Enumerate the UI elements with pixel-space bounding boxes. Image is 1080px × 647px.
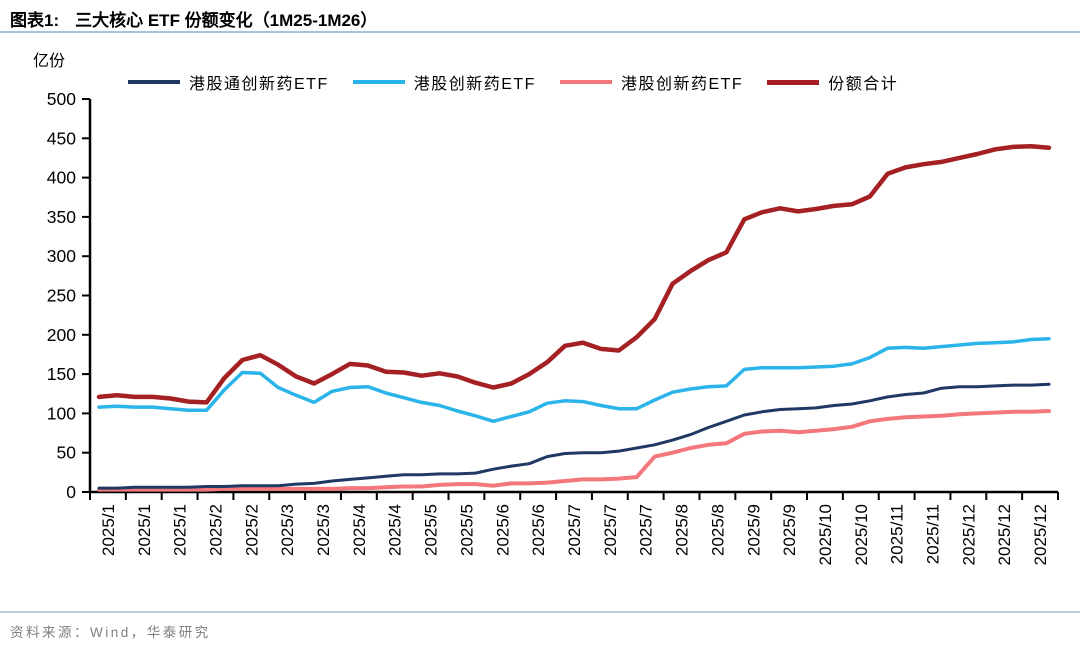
x-axis-tick-label: 2025/1 — [99, 504, 118, 556]
x-axis-tick-label: 2025/12 — [1031, 504, 1050, 565]
x-axis-tick-label: 2025/3 — [314, 504, 333, 556]
chart-title: 图表1: 三大核心 ETF 份额变化（1M25-1M26） — [10, 6, 377, 31]
x-axis-tick-label: 2025/6 — [529, 504, 548, 556]
series-line-1 — [97, 336, 1051, 424]
x-axis-tick-label: 2025/2 — [206, 504, 225, 556]
legend-item-1: 港股创新药ETF — [352, 70, 536, 94]
legend-item-3: 份额合计 — [767, 70, 898, 94]
legend-label-3: 份额合计 — [828, 76, 899, 93]
x-axis-tick-label: 2025/5 — [422, 504, 441, 556]
x-axis-tick-label: 2025/10 — [852, 504, 871, 565]
y-axis-unit-label: 亿份 — [33, 53, 66, 70]
y-axis-tick-label: 500 — [47, 89, 76, 109]
x-axis-tick-label: 2025/12 — [959, 504, 978, 565]
y-axis-tick-label: 300 — [47, 246, 76, 266]
legend-swatch-3 — [767, 79, 820, 85]
series-line-2 — [97, 409, 1051, 492]
series-line-3 — [96, 143, 1052, 405]
title-underline — [0, 31, 1080, 33]
x-axis-tick-label: 2025/10 — [816, 504, 835, 565]
y-axis-tick-label: 100 — [47, 403, 76, 423]
legend-item-2: 港股创新药ETF — [559, 70, 744, 94]
x-axis-tick-label: 2025/7 — [565, 504, 584, 556]
legend-item-0: 港股通创新药ETF — [128, 70, 329, 94]
x-axis-tick-label: 2025/4 — [386, 504, 405, 556]
x-axis-tick-label: 2025/7 — [637, 504, 656, 556]
y-axis-tick-label: 400 — [47, 168, 76, 188]
legend-label-0: 港股通创新药ETF — [189, 76, 329, 93]
chart-legend: 港股通创新药ETF 港股创新药ETF 港股创新药ETF 份额合计 — [128, 70, 898, 94]
x-axis-tick-label: 2025/1 — [135, 504, 154, 556]
x-axis-tick-label: 2025/6 — [493, 504, 512, 556]
legend-swatch-2 — [559, 80, 612, 84]
legend-swatch-1 — [352, 80, 405, 84]
x-axis-tick-label: 2025/8 — [673, 504, 692, 556]
legend-swatch-0 — [128, 80, 180, 84]
y-axis-tick-label: 350 — [47, 207, 76, 227]
chart-title-tag: 图表1: — [10, 11, 60, 30]
y-axis-tick-label: 200 — [47, 325, 76, 345]
x-axis-tick-label: 2025/9 — [780, 504, 799, 556]
x-axis-tick-label: 2025/12 — [995, 504, 1014, 565]
y-axis-tick-label: 450 — [47, 128, 76, 148]
legend-label-1: 港股创新药ETF — [413, 76, 536, 93]
x-axis-tick-label: 2025/3 — [278, 504, 297, 556]
source-note: 资料来源：Wind，华泰研究 — [10, 625, 211, 640]
chart-title-text: 三大核心 ETF 份额变化（1M25-1M26） — [75, 11, 378, 30]
x-axis-tick-label: 2025/4 — [350, 504, 369, 556]
x-axis-tick-label: 2025/9 — [744, 504, 763, 556]
y-axis-tick-label: 50 — [57, 443, 77, 463]
x-axis-tick-label: 2025/2 — [242, 504, 261, 556]
x-axis-tick-label: 2025/5 — [457, 504, 476, 556]
x-axis-tick-label: 2025/11 — [888, 504, 907, 564]
x-axis-tick-label: 2025/1 — [171, 504, 190, 556]
y-axis-tick-label: 250 — [47, 286, 76, 306]
y-axis-tick-label: 150 — [47, 364, 76, 384]
legend-label-2: 港股创新药ETF — [620, 76, 744, 93]
footer-divider — [0, 611, 1080, 613]
series-line-0 — [97, 382, 1051, 490]
y-axis-tick-label: 0 — [66, 482, 76, 502]
x-axis-tick-label: 2025/7 — [601, 504, 620, 556]
x-axis-tick-label: 2025/11 — [924, 504, 943, 564]
x-axis-tick-label: 2025/8 — [708, 504, 727, 556]
